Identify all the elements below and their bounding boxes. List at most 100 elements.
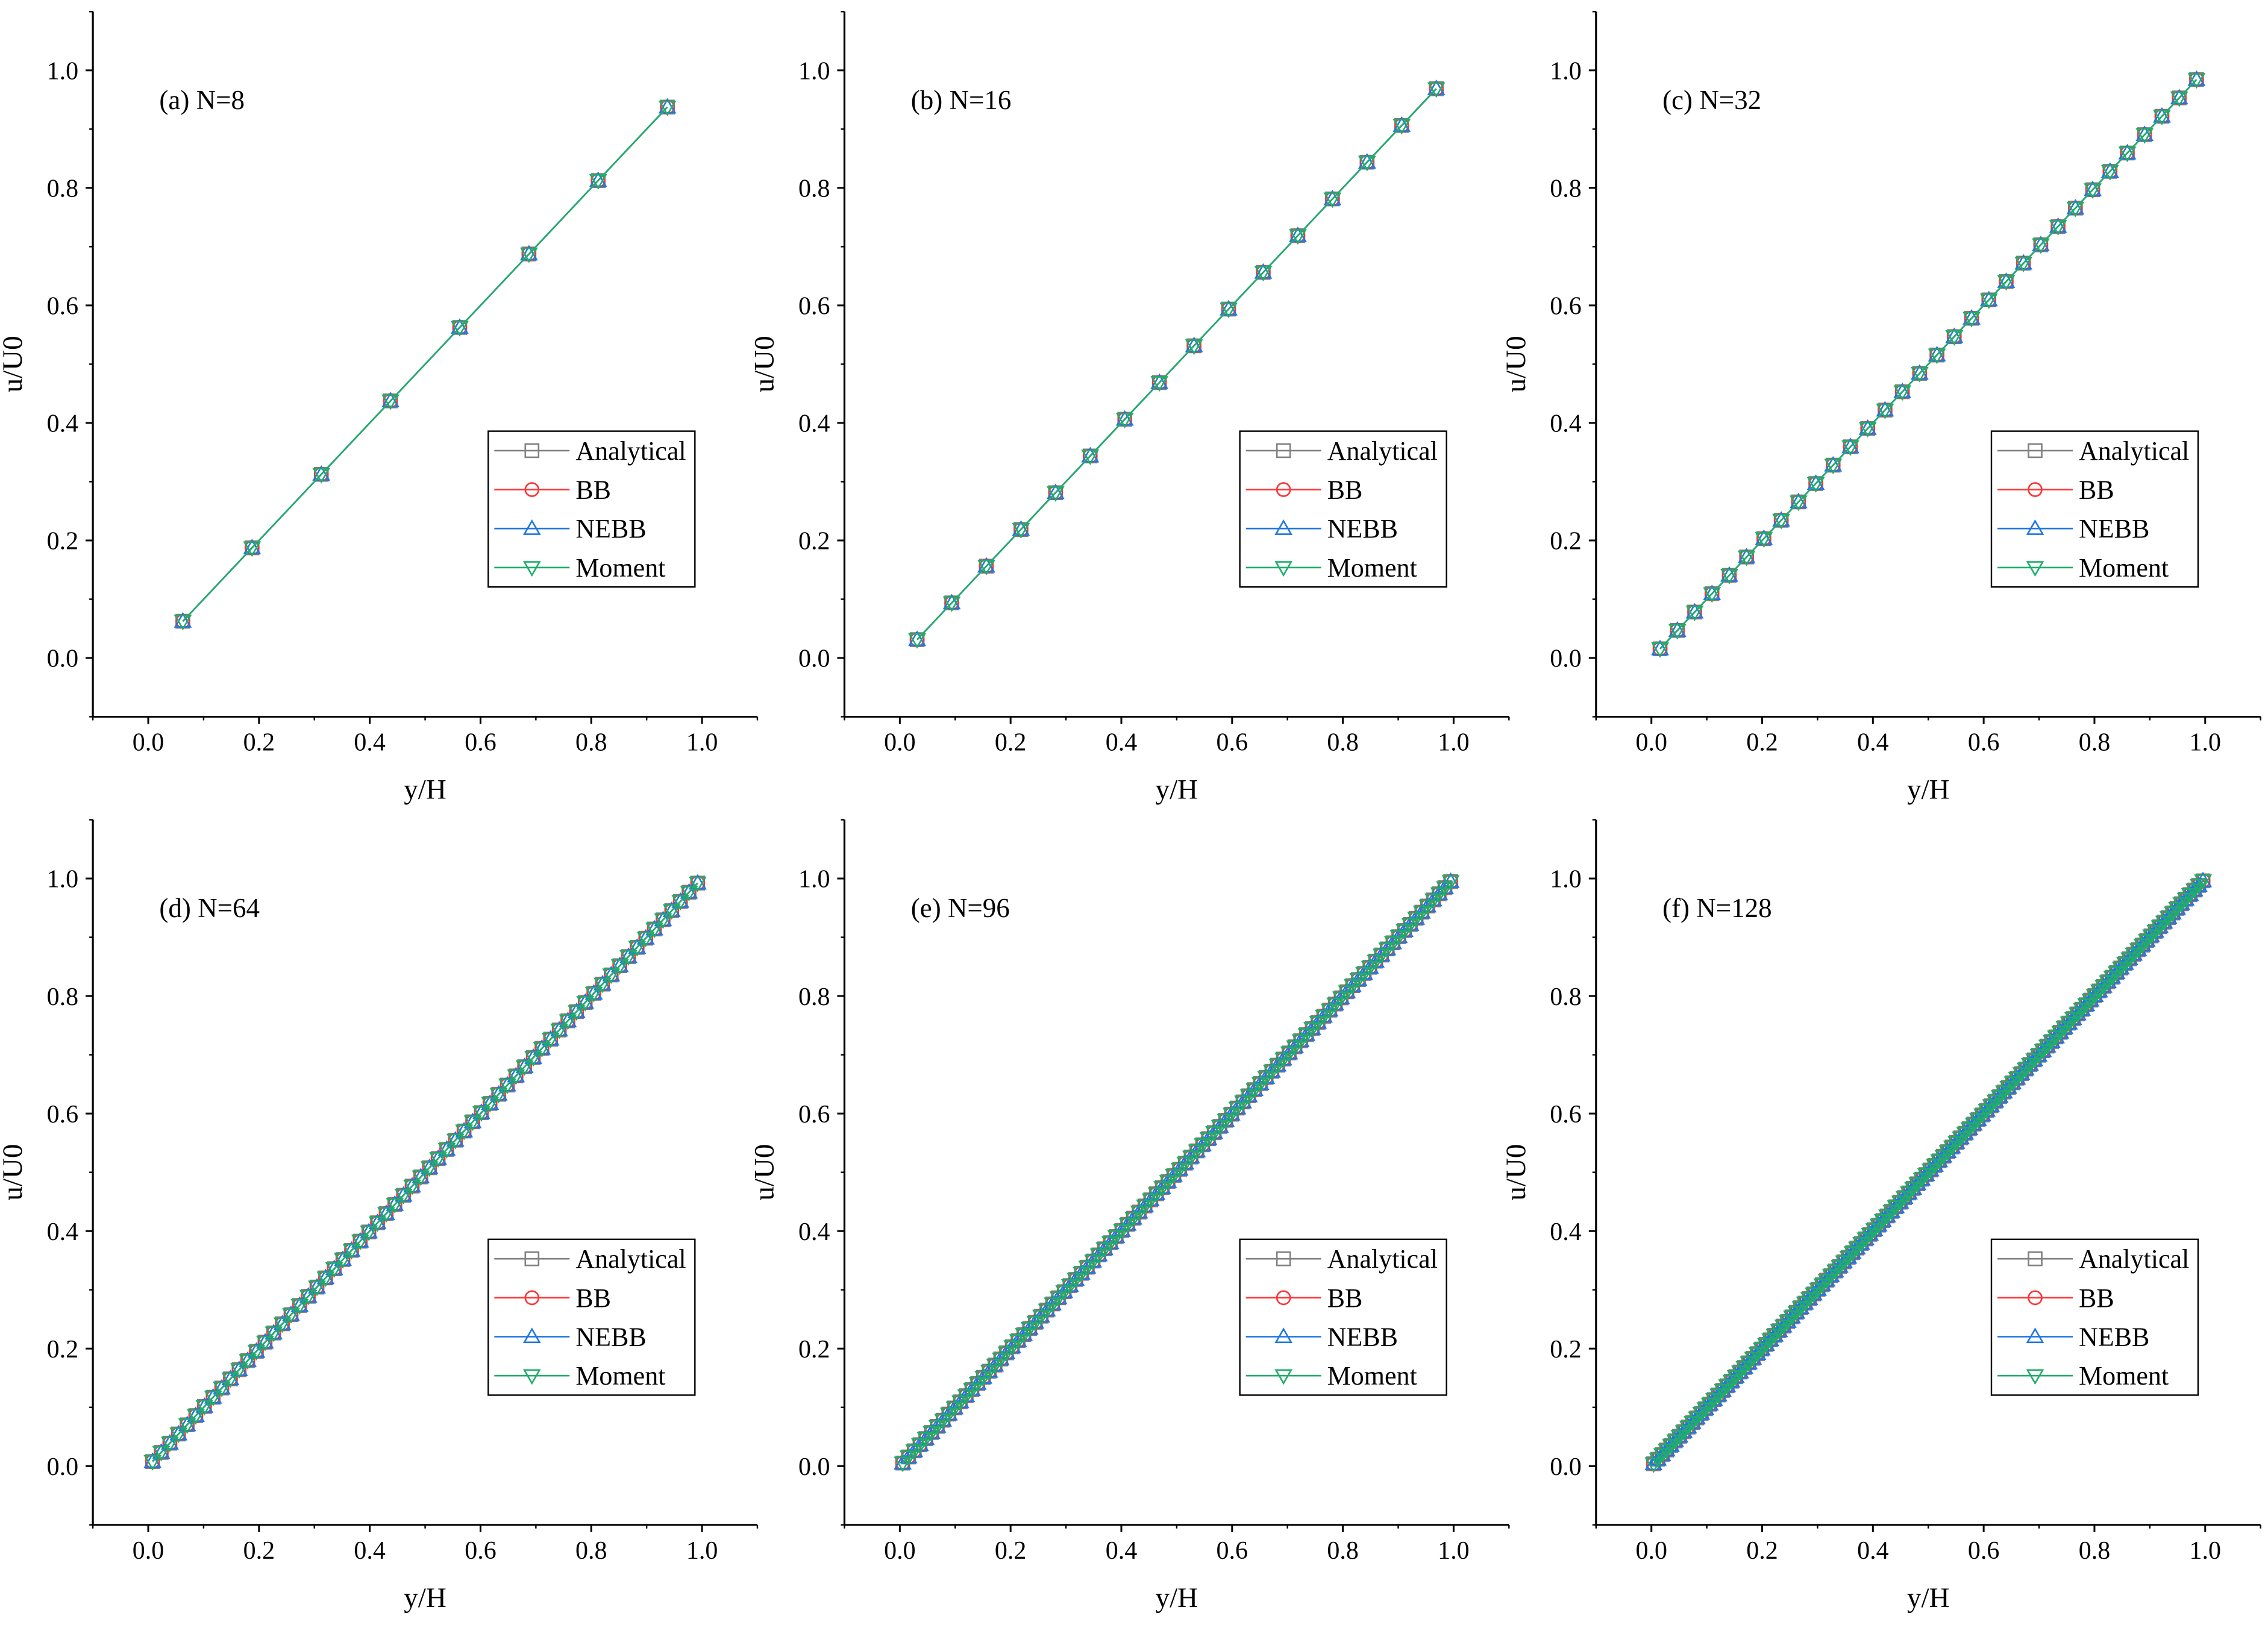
data-point xyxy=(152,1445,171,1462)
data-point xyxy=(680,886,698,902)
data-point xyxy=(945,1401,964,1418)
panel-title: (a) N=8 xyxy=(159,85,245,115)
data-point xyxy=(2135,128,2154,144)
legend-label: Analytical xyxy=(575,1244,686,1274)
panel-title: (e) N=96 xyxy=(911,893,1010,923)
data-point xyxy=(515,1057,534,1074)
data-point xyxy=(658,98,677,114)
data-point xyxy=(437,1142,456,1159)
data-point xyxy=(519,247,538,263)
data-point xyxy=(1441,875,1460,891)
data-point xyxy=(1222,1107,1241,1124)
data-point xyxy=(1046,486,1065,502)
data-point xyxy=(1424,893,1443,909)
data-point xyxy=(342,1241,361,1257)
data-point xyxy=(1309,1016,1327,1032)
data-point xyxy=(1323,192,1342,208)
data-point xyxy=(899,1450,918,1467)
data-point xyxy=(386,1195,404,1211)
data-point xyxy=(2100,164,2119,181)
data-point xyxy=(1257,1071,1276,1087)
data-point xyxy=(916,1432,935,1448)
data-point xyxy=(360,1226,378,1241)
data-point xyxy=(1032,1309,1050,1326)
data-point xyxy=(1026,1315,1045,1332)
series-moment xyxy=(908,82,1446,649)
data-point xyxy=(1262,1065,1281,1081)
data-point xyxy=(934,1414,953,1430)
data-point xyxy=(1141,1193,1160,1209)
legend-label: Moment xyxy=(1327,1361,1417,1391)
y-tick-label: 0.4 xyxy=(47,1218,79,1246)
data-point xyxy=(589,171,607,187)
panel-title: (c) N=32 xyxy=(1662,85,1761,115)
data-point xyxy=(1355,966,1373,983)
data-point xyxy=(1755,532,1773,548)
data-point xyxy=(1211,1119,1229,1136)
data-point xyxy=(2170,91,2188,107)
x-tick-label: 0.4 xyxy=(1857,729,1889,757)
data-point xyxy=(939,1407,958,1424)
data-point xyxy=(1910,364,1929,380)
data-point xyxy=(351,1235,369,1251)
data-point xyxy=(1358,152,1376,169)
data-point xyxy=(334,1250,352,1266)
legend-marker xyxy=(1276,1290,1291,1306)
data-point xyxy=(187,1406,205,1423)
data-point xyxy=(1280,1046,1298,1062)
data-point xyxy=(1703,587,1721,603)
data-point xyxy=(1430,887,1449,903)
data-point xyxy=(273,1317,292,1333)
x-tick-label: 0.0 xyxy=(133,1537,164,1565)
x-axis-label: y/H xyxy=(404,774,446,806)
y-tick-label: 0.2 xyxy=(47,1336,79,1364)
legend-marker xyxy=(522,1369,541,1385)
chart-panel-2: 0.0 0.2 0.4 0.6 0.8 1.0 0.0 0.2 0.4 0.6 0.8 1.0 y/H u… xyxy=(748,11,1510,806)
data-point xyxy=(977,559,995,575)
data-point xyxy=(1095,1242,1114,1258)
data-point xyxy=(1720,569,1738,585)
data-point xyxy=(1081,446,1100,463)
data-point xyxy=(316,1268,335,1285)
legend-marker xyxy=(2026,519,2044,535)
data-point xyxy=(662,901,681,918)
y-tick-label: 1.0 xyxy=(798,866,830,894)
data-point xyxy=(1997,275,2016,291)
legend-label: NEBB xyxy=(1327,1322,1398,1351)
data-point xyxy=(636,931,655,948)
data-point xyxy=(455,1124,474,1141)
data-point xyxy=(1685,606,1704,622)
data-point xyxy=(489,1085,508,1101)
series-line-moment xyxy=(182,106,668,622)
legend-label: Moment xyxy=(575,553,665,583)
data-point xyxy=(481,1097,500,1113)
y-tick-label: 0.6 xyxy=(798,293,830,321)
data-point xyxy=(472,1106,490,1122)
legend-label: NEBB xyxy=(575,1322,646,1351)
data-point xyxy=(243,538,262,554)
data-point xyxy=(273,1314,292,1330)
data-point xyxy=(1343,979,1362,995)
data-point xyxy=(1251,1077,1270,1093)
legend-label: BB xyxy=(575,1283,611,1313)
data-point xyxy=(1153,1181,1171,1197)
data-point xyxy=(368,1213,387,1230)
legend-box xyxy=(1239,1238,1447,1396)
data-point xyxy=(368,1216,387,1232)
data-point xyxy=(1378,942,1397,959)
data-point xyxy=(1228,1101,1247,1118)
x-tick-label: 0.6 xyxy=(465,729,497,757)
data-point xyxy=(1755,529,1773,545)
series-moment xyxy=(174,101,677,631)
data-point xyxy=(1012,523,1030,539)
data-point xyxy=(1315,1009,1333,1025)
data-point xyxy=(1170,1162,1189,1179)
chart-panel-3: 0.0 0.2 0.4 0.6 0.8 1.0 0.0 0.2 0.4 0.6 0.8 1.0 y/H u… xyxy=(1500,11,2261,806)
y-tick-label: 0.4 xyxy=(798,1218,830,1246)
data-point xyxy=(974,1371,993,1387)
y-tick-label: 0.8 xyxy=(47,983,79,1011)
data-point xyxy=(980,1365,998,1381)
data-point xyxy=(308,1280,326,1297)
data-point xyxy=(1078,1260,1097,1277)
